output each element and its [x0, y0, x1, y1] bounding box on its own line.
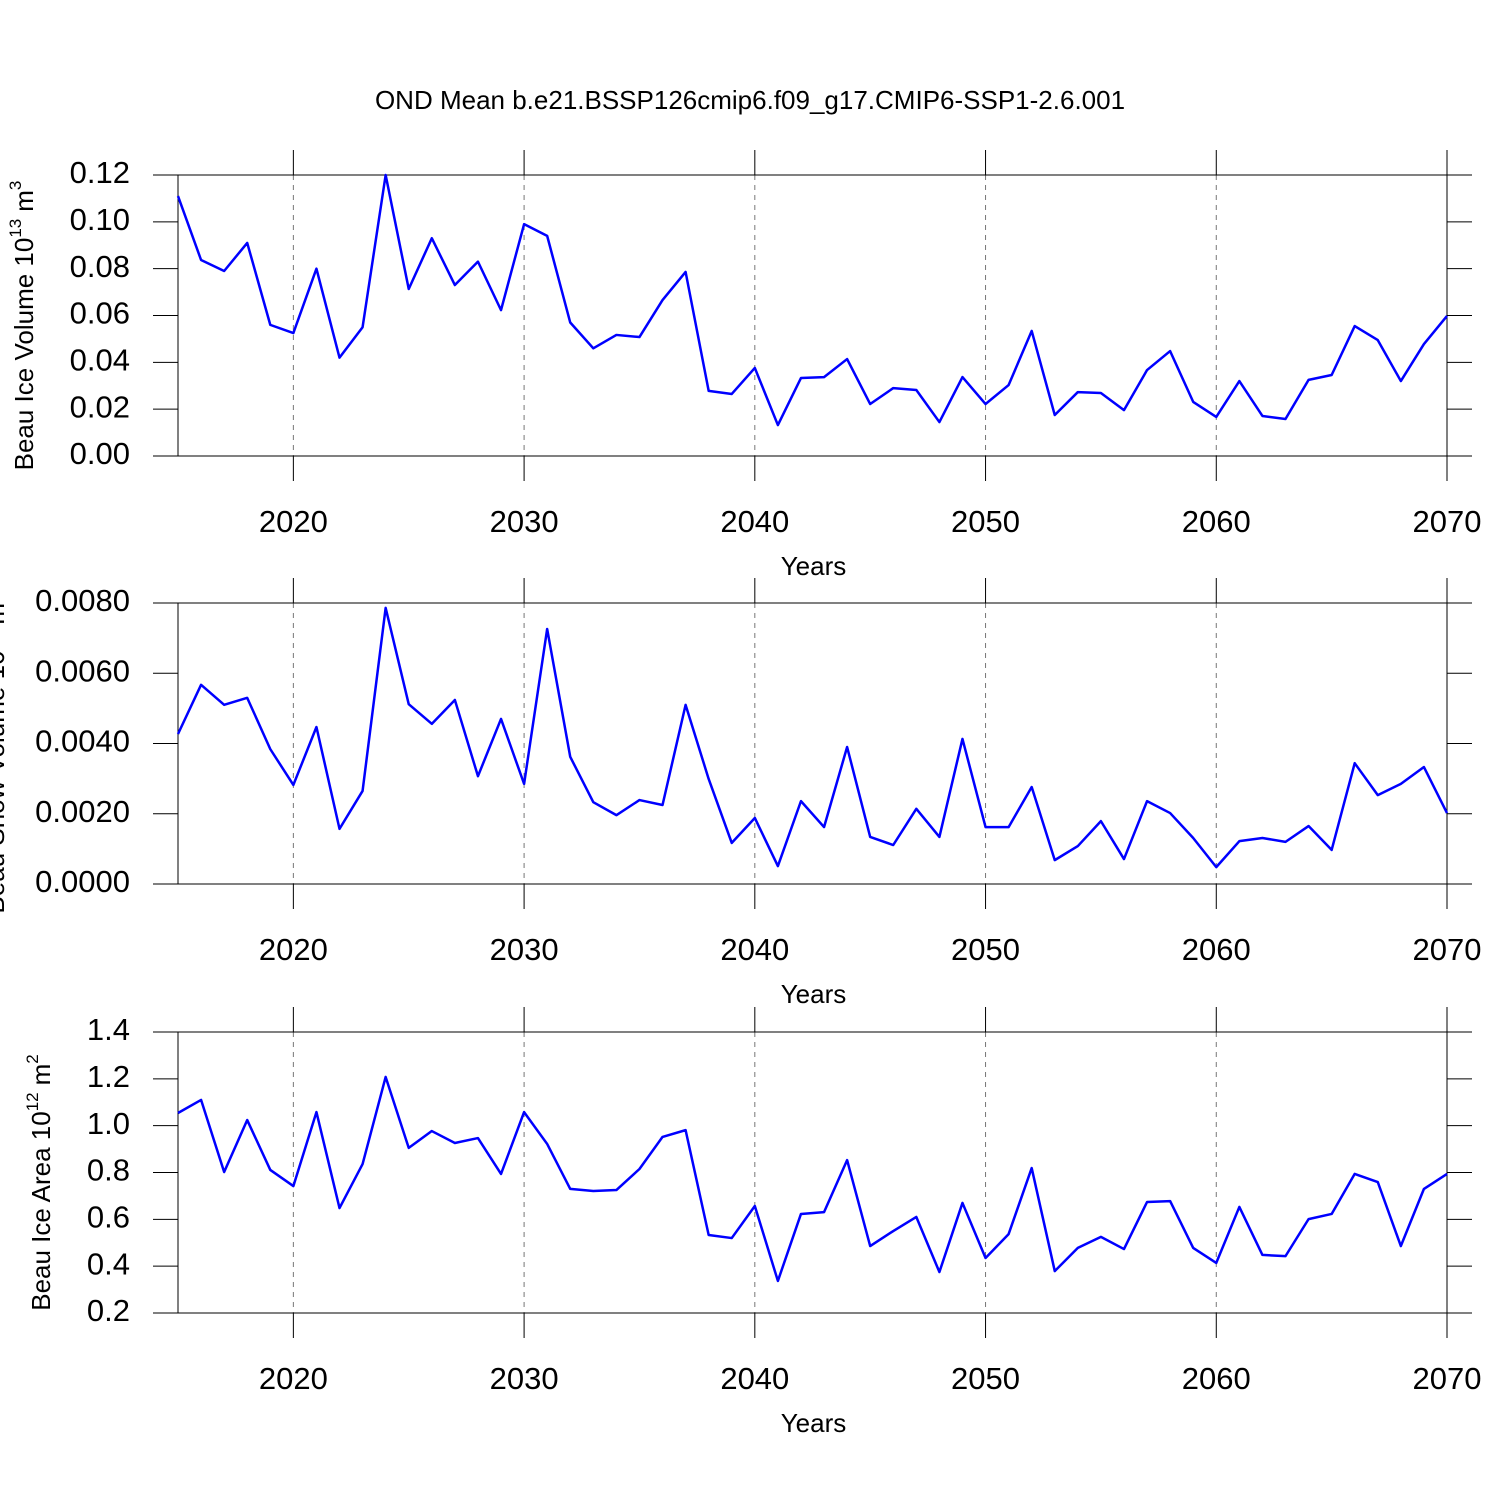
y-tick-label: 0.06: [70, 296, 130, 331]
y-axis-label-part: Beau Ice Volume 10: [9, 238, 39, 471]
x-tick-label: 2060: [1182, 504, 1251, 539]
x-axis-label: Years: [781, 1408, 847, 1438]
y-axis-label-exponent: 12: [23, 1092, 42, 1111]
x-tick-label: 2070: [1413, 1361, 1482, 1396]
y-tick-label: 0.10: [70, 202, 130, 237]
x-tick-label: 2040: [720, 1361, 789, 1396]
y-tick-label: 0.08: [70, 249, 130, 284]
x-tick-label: 2020: [259, 504, 328, 539]
x-tick-label: 2030: [490, 932, 559, 967]
x-tick-label: 2030: [490, 504, 559, 539]
y-tick-label: 0.0060: [35, 653, 130, 688]
data-line: [177, 1075, 1448, 1283]
y-tick-label: 0.0080: [35, 583, 130, 618]
y-axis-label-exponent: 2: [23, 1054, 42, 1063]
y-tick-label: 0.04: [70, 343, 130, 378]
y-tick-label: 0.2: [87, 1293, 130, 1328]
page-title: OND Mean b.e21.BSSP126cmip6.f09_g17.CMIP…: [375, 85, 1125, 115]
x-tick-label: 2050: [951, 1361, 1020, 1396]
x-tick-label: 2040: [720, 932, 789, 967]
plot-frame: [177, 174, 1448, 457]
y-axis-label-part: m: [9, 190, 39, 212]
x-axis-label: Years: [781, 979, 847, 1009]
y-tick-label: 0.8: [87, 1153, 130, 1188]
y-tick-label: 0.12: [70, 155, 130, 190]
y-axis-label-exponent: 13: [6, 219, 25, 238]
x-tick-label: 2020: [259, 932, 328, 967]
y-axis-label-part: Beau Snow Volume 10: [0, 650, 10, 913]
plot-frame: [177, 602, 1448, 885]
y-tick-label: 1.4: [87, 1012, 130, 1047]
x-tick-label: 2070: [1413, 504, 1482, 539]
data-line: [176, 606, 1449, 869]
x-tick-label: 2020: [259, 1361, 328, 1396]
x-tick-label: 2040: [720, 504, 789, 539]
x-axis-label: Years: [781, 551, 847, 581]
y-tick-label: 1.0: [87, 1106, 130, 1141]
y-axis-label: Beau Ice Volume 1013 m3: [6, 181, 39, 471]
x-tick-label: 2070: [1413, 932, 1482, 967]
y-axis-label: Beau Ice Area 1012 m2: [23, 1054, 56, 1311]
x-tick-label: 2050: [951, 504, 1020, 539]
y-tick-label: 0.0040: [35, 724, 130, 759]
y-tick-label: 0.00: [70, 436, 130, 471]
y-axis-label-part: m: [0, 603, 10, 625]
x-tick-label: 2050: [951, 932, 1020, 967]
data-line: [176, 173, 1448, 427]
y-tick-label: 0.0000: [35, 864, 130, 899]
y-tick-label: 0.02: [70, 389, 130, 424]
y-tick-label: 0.4: [87, 1246, 130, 1281]
y-axis-label-part: Beau Ice Area 10: [26, 1111, 56, 1310]
y-tick-label: 1.2: [87, 1059, 130, 1094]
x-tick-label: 2030: [490, 1361, 559, 1396]
plot-frame: [177, 1031, 1448, 1314]
y-axis-label-exponent: 3: [6, 181, 25, 190]
x-tick-label: 2060: [1182, 932, 1251, 967]
y-axis-label: Beau Snow Volume 1013m3: [0, 593, 10, 913]
y-tick-label: 0.0020: [35, 794, 130, 829]
y-tick-label: 0.6: [87, 1200, 130, 1235]
y-axis-label-part: m: [26, 1064, 56, 1086]
x-tick-label: 2060: [1182, 1361, 1251, 1396]
